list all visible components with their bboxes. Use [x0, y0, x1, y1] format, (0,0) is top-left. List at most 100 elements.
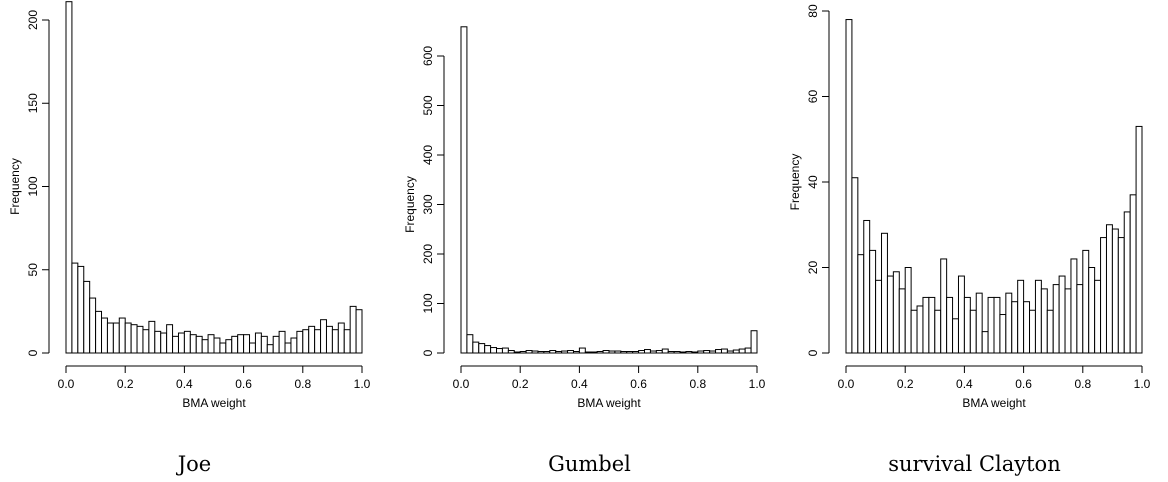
histogram-bar — [975, 292, 983, 354]
histogram-bar — [632, 351, 640, 354]
histogram-bar — [881, 232, 888, 354]
histogram-bar — [189, 334, 197, 354]
y-tick-label: 20 — [806, 261, 820, 275]
histogram-bar — [496, 348, 503, 354]
histogram-bar — [195, 335, 203, 354]
histogram-bar — [1100, 237, 1107, 354]
histogram-bar — [83, 280, 91, 354]
x-tick-label: 0.6 — [1015, 377, 1032, 391]
y-tick-label: 0 — [806, 349, 820, 356]
histogram-bar — [355, 309, 363, 354]
histogram-bar — [1023, 301, 1031, 354]
histogram-bar — [118, 317, 126, 354]
histogram-bar — [1046, 309, 1054, 354]
histogram-joe: 0.0 0.2 0.4 0.6 0.8 1.0 BMA weight 0 50 100 150 200… — [8, 1, 371, 410]
y-tick-label: 150 — [26, 93, 40, 113]
histogram-bar — [1040, 288, 1048, 354]
histogram-bar — [952, 318, 959, 354]
histogram-bar — [1011, 301, 1019, 354]
y-tick-label: 200 — [421, 244, 435, 264]
histogram-bar — [172, 335, 179, 354]
x-tick-label: 0.8 — [689, 377, 706, 391]
histogram-bar — [1117, 237, 1125, 354]
histogram-bar — [1094, 279, 1102, 354]
histogram-bar — [685, 351, 693, 354]
histogram-bar — [567, 350, 574, 354]
histogram-bar — [154, 330, 162, 354]
x-tick-label: 1.0 — [1134, 377, 1151, 391]
histogram-bar — [219, 342, 227, 354]
y-tick-label: 500 — [421, 95, 435, 115]
histogram-bar — [65, 1, 73, 354]
histogram-bar — [101, 317, 108, 354]
bars — [65, 1, 363, 354]
histogram-bar — [296, 330, 304, 354]
histogram-bar — [249, 342, 256, 354]
histogram-bar — [561, 350, 569, 354]
histogram-bar — [177, 332, 185, 354]
histogram-bar — [207, 334, 215, 354]
x-tick-label: 0.4 — [176, 377, 193, 391]
histogram-bar — [999, 314, 1007, 354]
y-tick-label: 0 — [26, 349, 40, 356]
histogram-bar — [549, 350, 557, 354]
histogram-bar — [237, 334, 245, 354]
histogram-bar — [750, 330, 758, 354]
histogram-bar — [863, 219, 871, 354]
histogram-bar — [460, 26, 468, 354]
x-tick-label: 0.8 — [294, 377, 311, 391]
histogram-bar — [614, 350, 622, 354]
histogram-bar — [922, 296, 930, 354]
panel-caption: survival Clayton — [888, 452, 1061, 476]
histogram-bar — [77, 265, 85, 354]
histogram-bar — [266, 344, 274, 354]
y-tick-label: 40 — [806, 175, 820, 189]
histogram-bar — [946, 296, 954, 354]
histogram-bar — [638, 350, 646, 354]
panel-gumbel: 0.0 0.2 0.4 0.6 0.8 1.0 BMA weight 0 100 200 300 40… — [395, 0, 784, 482]
histogram-bar — [201, 339, 209, 354]
histogram-bar — [1111, 228, 1119, 354]
histogram-bar — [183, 330, 191, 354]
histogram-bar — [738, 348, 746, 354]
histogram-bar — [142, 329, 150, 354]
histogram-bar — [112, 322, 120, 354]
histogram-bar — [626, 351, 634, 354]
y-axis-label: Frequency — [788, 154, 802, 211]
histogram-bar — [106, 322, 114, 354]
histogram-bar — [661, 348, 669, 354]
histogram-bar — [940, 258, 948, 354]
histogram-bar — [1123, 211, 1131, 354]
histogram-bar — [260, 335, 268, 354]
histogram-bar — [308, 325, 316, 354]
y-tick-label: 600 — [421, 46, 435, 66]
y-axis-label: Frequency — [403, 176, 417, 233]
histogram-bar — [1082, 249, 1090, 354]
histogram-bar — [1052, 284, 1060, 354]
histogram-bar — [655, 350, 663, 354]
x-tick-label: 0.8 — [1074, 377, 1091, 391]
histogram-bar — [513, 351, 521, 354]
histogram-gumbel: 0.0 0.2 0.4 0.6 0.8 1.0 BMA weight 0 100 200 300 40… — [403, 26, 766, 410]
histogram-bar — [124, 322, 132, 354]
x-tick-label: 0.2 — [512, 377, 529, 391]
x-tick-label: 0.4 — [571, 377, 588, 391]
histogram-bar — [490, 347, 498, 354]
histogram-bar — [466, 334, 474, 354]
y-tick-label: 100 — [421, 293, 435, 313]
x-tick-label: 0.0 — [58, 377, 75, 391]
panel-joe: 0.0 0.2 0.4 0.6 0.8 1.0 BMA weight 0 50 100 150 200… — [0, 0, 389, 482]
histogram-bar — [243, 334, 251, 354]
histogram-bar — [851, 177, 859, 354]
histogram-bar — [910, 309, 918, 354]
histogram-bar — [886, 275, 894, 354]
histogram-bar — [278, 330, 286, 354]
histogram-bar — [596, 351, 604, 354]
panel-caption: Joe — [177, 452, 212, 476]
histogram-bar — [869, 249, 877, 354]
x-tick-label: 1.0 — [354, 377, 371, 391]
histogram-bar — [602, 350, 610, 354]
histogram-bar — [744, 347, 752, 354]
histogram-bar — [1135, 125, 1143, 354]
histogram-bar — [166, 324, 174, 354]
